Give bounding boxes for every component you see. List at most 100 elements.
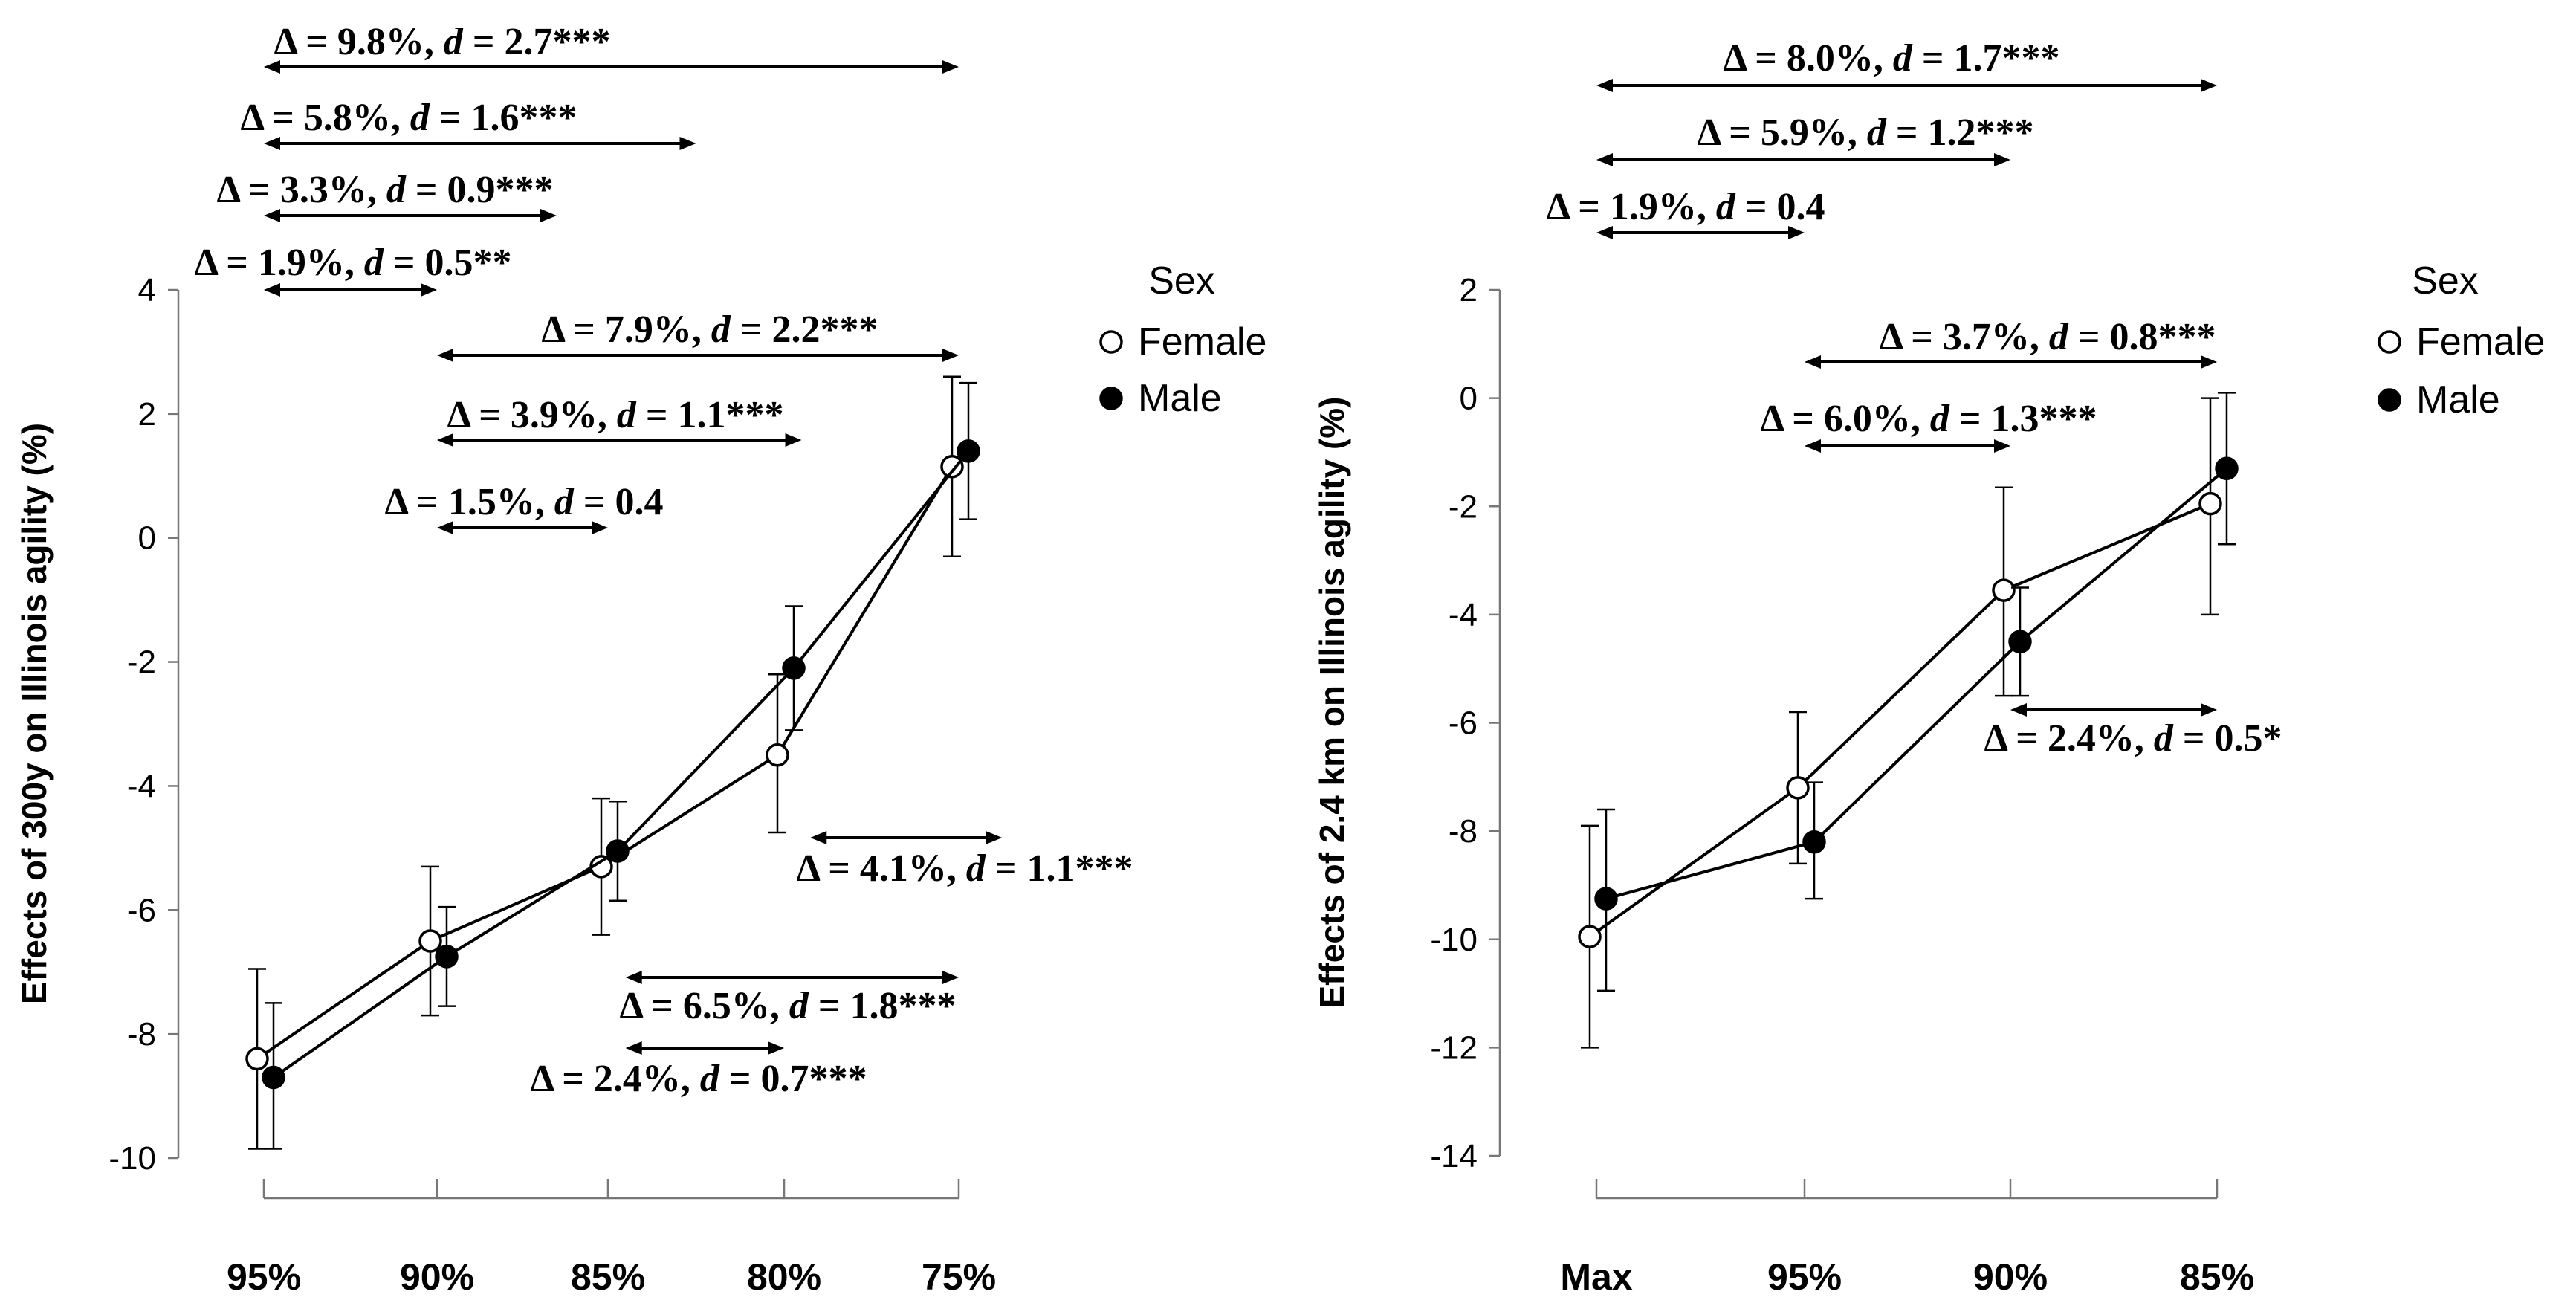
legend-label-male: Male: [2416, 378, 2500, 421]
data-point-male: [435, 945, 459, 969]
y-tick-label: -8: [1449, 813, 1478, 850]
chart-2-4km-panel: 2 0 -2 -4 -6 -8 -10 -12 -14 Effects of 2.4 km on …: [1313, 37, 2545, 1298]
data-point-male: [1802, 830, 1826, 854]
data-point-female: [940, 455, 964, 479]
arrowhead-left: [1596, 79, 1613, 92]
y-tick-label: -2: [127, 644, 156, 681]
arrowhead-left: [625, 971, 642, 984]
comparison-label: Δ = 7.9%, d = 2.2***: [541, 308, 878, 351]
y-tick-label: -4: [1449, 597, 1478, 633]
y-tick-label: -14: [1430, 1138, 1478, 1174]
data-point-male: [2008, 630, 2032, 654]
arrowhead-left: [1596, 226, 1613, 239]
comparison-label: Δ = 1.9%, d = 0.5**: [194, 242, 511, 284]
arrowhead-left: [437, 349, 453, 362]
y-tick-label: 2: [138, 396, 156, 433]
legend-label-male: Male: [1138, 377, 1222, 420]
arrowhead-left: [1596, 153, 1613, 166]
series-line-male: [272, 450, 970, 1079]
y-axis-title: Effects of 300y on Illinois agility (%): [15, 423, 54, 1004]
arrowhead-right: [2201, 79, 2217, 92]
arrowhead-right: [1788, 226, 1805, 239]
data-point-male: [262, 1065, 285, 1090]
data-point-female: [766, 743, 789, 767]
data-point-female: [245, 1047, 269, 1071]
arrowhead-right: [768, 1041, 784, 1055]
arrowhead-left: [1805, 355, 1821, 369]
arrowhead-left: [810, 831, 827, 844]
x-tick-label: 75%: [922, 1256, 996, 1298]
comparison-label: Δ = 8.0%, d = 1.7***: [1723, 37, 2059, 80]
arrowhead-right: [1994, 439, 2010, 453]
arrowhead-right: [942, 971, 959, 984]
comparison-label: Δ = 1.5%, d = 0.4: [384, 481, 663, 523]
comparison-label: Δ = 9.8%, d = 2.7***: [274, 21, 610, 63]
comparison-label: Δ = 2.4%, d = 0.5*: [1984, 717, 2282, 760]
x-tick-label: 90%: [400, 1256, 474, 1298]
legend-marker-male: [2378, 388, 2401, 412]
legend-marker-female: [1099, 330, 1123, 354]
x-tick-label: 85%: [571, 1256, 645, 1298]
arrowhead-left: [1805, 439, 1821, 453]
arrowhead-right: [421, 283, 437, 297]
y-tick-label: -2: [1449, 488, 1478, 525]
x-tick-label: 90%: [1973, 1256, 2048, 1298]
comparison-label: Δ = 3.7%, d = 0.8***: [1879, 316, 2216, 358]
y-tick-label: 0: [1460, 381, 1478, 417]
x-tick-label: 80%: [747, 1256, 821, 1298]
legend-label-female: Female: [2416, 320, 2545, 363]
legend-title: Sex: [1148, 259, 1215, 303]
x-tick-label: 95%: [227, 1256, 301, 1298]
y-tick-label: -10: [109, 1140, 156, 1177]
data-point-female: [1992, 578, 2016, 602]
comparison-label: Δ = 2.4%, d = 0.7***: [530, 1058, 867, 1100]
arrowhead-right: [1994, 153, 2010, 166]
data-point-male: [957, 439, 980, 463]
chart-300y-panel: 4 2 0 -2 -4 -6 -8 -10 Effects of 300y on Illinoi…: [15, 21, 1266, 1298]
arrowhead-right: [986, 831, 1003, 844]
arrowhead-right: [592, 521, 608, 534]
y-tick-label: -8: [127, 1016, 156, 1053]
comparison-label: Δ = 5.8%, d = 1.6***: [240, 97, 577, 139]
arrowhead-left: [2010, 703, 2027, 717]
data-point-female: [1786, 776, 1810, 800]
comparison-label: Δ = 3.9%, d = 1.1***: [447, 394, 783, 436]
legend-marker-female: [2378, 330, 2401, 354]
comparison-label: Δ = 6.0%, d = 1.3***: [1760, 398, 2097, 440]
y-tick-label: -4: [127, 768, 156, 804]
y-tick-label: -6: [127, 892, 156, 928]
x-tick-label: Max: [1560, 1256, 1632, 1298]
y-tick-label: 2: [1460, 272, 1478, 308]
data-point-female: [2198, 491, 2222, 516]
legend-label-female: Female: [1138, 320, 1266, 363]
legend-title: Sex: [2412, 259, 2479, 303]
data-point-male: [606, 839, 630, 863]
y-axis-title: Effects of 2.4 km on Illinois agility (%…: [1313, 396, 1351, 1008]
legend-marker-male: [1099, 387, 1123, 410]
arrowhead-right: [942, 60, 959, 74]
comparison-label: Δ = 4.1%, d = 1.1***: [796, 847, 1133, 890]
y-tick-label: 0: [138, 520, 156, 557]
comparison-label: Δ = 3.3%, d = 0.9***: [216, 169, 553, 211]
arrowhead-left: [437, 433, 453, 447]
arrowhead-left: [437, 521, 453, 534]
arrowhead-right: [2201, 703, 2217, 717]
x-tick-label: 95%: [1767, 1256, 1842, 1298]
arrowhead-left: [625, 1041, 642, 1055]
series-line-male: [1605, 467, 2228, 901]
arrowhead-left: [264, 60, 280, 74]
y-tick-label: 4: [138, 272, 156, 308]
arrowhead-left: [264, 209, 280, 222]
series-line-female: [1588, 502, 2211, 938]
series-line-female: [256, 465, 954, 1061]
comparison-label: Δ = 1.9%, d = 0.4: [1546, 186, 1825, 228]
arrowhead-right: [679, 137, 696, 150]
x-tick-label: 85%: [2180, 1256, 2254, 1298]
comparison-label: Δ = 5.9%, d = 1.2***: [1697, 111, 2033, 154]
arrowhead-right: [540, 209, 557, 222]
y-tick-label: -10: [1430, 922, 1478, 958]
arrowhead-right: [942, 349, 959, 362]
data-point-male: [1594, 887, 1618, 911]
data-point-male: [2215, 456, 2239, 481]
